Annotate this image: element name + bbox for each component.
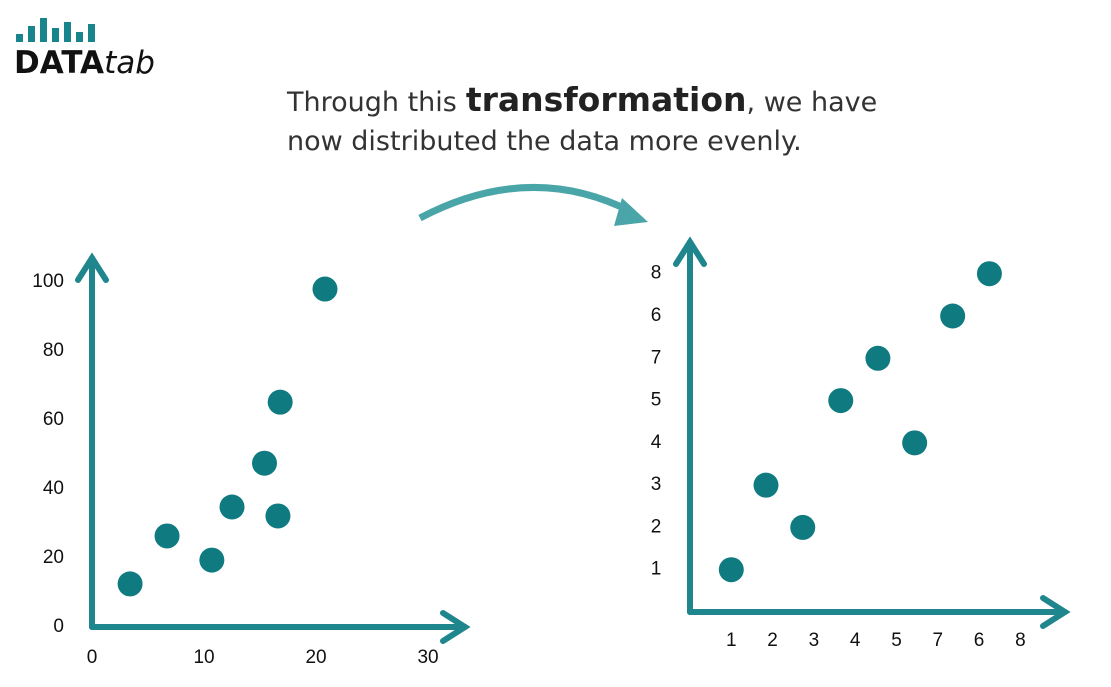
point [828, 388, 854, 414]
x-tick-label: 3 [809, 630, 820, 651]
x-tick-label: 0 [87, 647, 98, 668]
x-tick-label: 10 [193, 647, 214, 668]
logo: DATAtab [14, 45, 155, 81]
point [154, 523, 180, 549]
point [940, 303, 966, 329]
point [902, 430, 928, 456]
point [117, 571, 143, 597]
point [267, 389, 293, 415]
x-tick-label: 30 [417, 647, 438, 668]
x-tick-label: 8 [1015, 630, 1026, 651]
y-tick-label: 40 [43, 478, 64, 499]
transform-arrow [418, 184, 634, 222]
y-tick-label: 20 [43, 547, 64, 568]
logo-bold: DATA [14, 45, 104, 81]
x-tick-label: 7 [933, 630, 944, 651]
caption-emphasis: transformation [466, 80, 747, 119]
caption-line: now distributed the data more evenly. [287, 126, 802, 157]
point [312, 276, 338, 302]
x-tick-label: 5 [891, 630, 902, 651]
y-tick-label: 60 [43, 409, 64, 430]
logo-italic: tab [104, 45, 155, 81]
point [251, 450, 277, 476]
y-tick-label: 80 [43, 340, 64, 361]
logo-icon [16, 18, 95, 42]
y-tick-label: 1 [651, 559, 662, 580]
y-tick-label: 7 [651, 347, 662, 368]
x-axis-arrow [440, 610, 471, 644]
point [718, 557, 744, 583]
caption-line: Through this transformation, we have [286, 80, 877, 119]
x-tick-label: 6 [974, 630, 985, 651]
caption-text: Through this [286, 87, 457, 118]
y-tick-label: 6 [651, 305, 662, 326]
y-tick-label: 2 [651, 516, 662, 537]
y-tick-label: 0 [53, 616, 64, 637]
x-tick-label: 2 [767, 630, 778, 651]
x-tick-label: 1 [726, 630, 737, 651]
y-tick-label: 4 [651, 432, 662, 453]
x-axis-arrow [1040, 595, 1071, 629]
x-tick-label: 20 [305, 647, 326, 668]
y-axis-arrow [673, 236, 707, 267]
caption-text: , we have [747, 87, 878, 118]
y-tick-label: 5 [651, 390, 662, 411]
transform-arrow-head [614, 198, 648, 226]
point [976, 261, 1002, 287]
y-tick-label: 3 [651, 474, 662, 495]
point [265, 503, 291, 529]
x-tick-label: 4 [850, 630, 861, 651]
point [790, 514, 816, 540]
y-tick-label: 100 [32, 271, 64, 292]
point [753, 472, 779, 498]
point [865, 345, 891, 371]
y-axis-arrow [75, 252, 109, 283]
point [199, 547, 225, 573]
y-tick-label: 8 [651, 263, 662, 284]
point [219, 494, 245, 520]
